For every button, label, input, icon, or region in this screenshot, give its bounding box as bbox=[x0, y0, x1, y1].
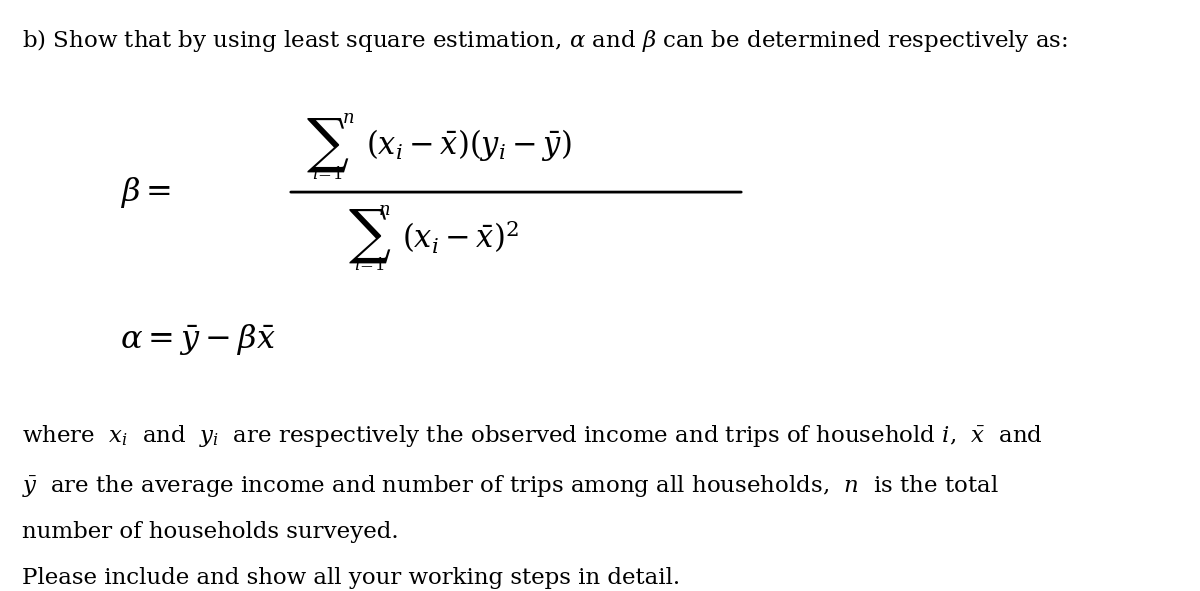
Text: $\sum$: $\sum$ bbox=[348, 207, 391, 265]
Text: number of households surveyed.: number of households surveyed. bbox=[22, 521, 398, 543]
Text: $\alpha = \bar{y} - \beta\bar{x}$: $\alpha = \bar{y} - \beta\bar{x}$ bbox=[120, 322, 276, 358]
Text: $\beta =$: $\beta =$ bbox=[120, 174, 170, 210]
Text: b) Show that by using least square estimation, $\alpha$ and $\beta$ can be deter: b) Show that by using least square estim… bbox=[22, 27, 1068, 54]
Text: $i\!=\!1$: $i\!=\!1$ bbox=[312, 166, 342, 183]
Text: Please include and show all your working steps in detail.: Please include and show all your working… bbox=[22, 567, 679, 589]
Text: where  $x_i$  and  $y_i$  are respectively the observed income and trips of hous: where $x_i$ and $y_i$ are respectively t… bbox=[22, 423, 1043, 449]
Text: $n$: $n$ bbox=[342, 109, 354, 127]
Text: $(x_i - \bar{x})(y_i - \bar{y})$: $(x_i - \bar{x})(y_i - \bar{y})$ bbox=[366, 127, 571, 163]
Text: $i\!=\!1$: $i\!=\!1$ bbox=[354, 258, 384, 274]
Text: $\bar{y}$  are the average income and number of trips among all households,  $n$: $\bar{y}$ are the average income and num… bbox=[22, 473, 998, 499]
Text: $(x_i - \bar{x})^2$: $(x_i - \bar{x})^2$ bbox=[402, 219, 518, 256]
Text: $n$: $n$ bbox=[378, 201, 390, 219]
Text: $\sum$: $\sum$ bbox=[306, 116, 349, 174]
